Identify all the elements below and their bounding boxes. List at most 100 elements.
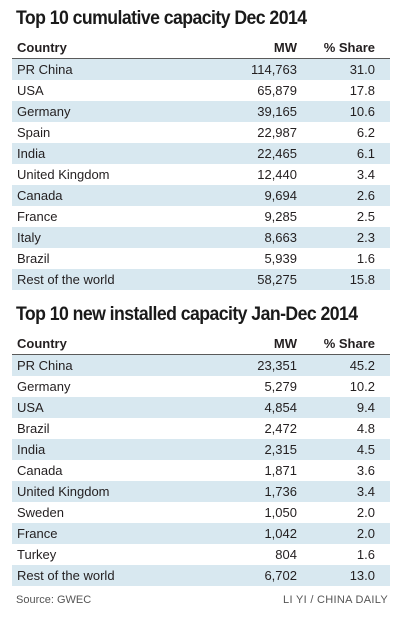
cell-country: India (17, 146, 46, 161)
cell-mw: 5,939 (264, 251, 297, 266)
column-header-share: % Share (323, 335, 375, 351)
table-row: Rest of the world 6,702 13.0 (12, 565, 390, 586)
table-row: United Kingdom 12,440 3.4 (12, 164, 390, 185)
table-row: France 9,285 2.5 (12, 206, 390, 227)
cell-share: 1.6 (356, 547, 375, 562)
cell-country: India (17, 442, 46, 457)
cell-country: France (17, 209, 58, 224)
table-row: India 22,465 6.1 (12, 143, 390, 164)
cell-share: 9.4 (356, 400, 375, 415)
column-header-country: Country (17, 39, 67, 55)
cell-mw: 65,879 (257, 83, 297, 98)
cell-mw: 9,285 (264, 209, 297, 224)
table-row: United Kingdom 1,736 3.4 (12, 481, 390, 502)
cell-country: Sweden (17, 505, 64, 520)
table-title-new-installed: Top 10 new installed capacity Jan-Dec 20… (16, 304, 358, 325)
cell-share: 4.8 (356, 421, 375, 436)
table-row: Italy 8,663 2.3 (12, 227, 390, 248)
table-row: Sweden 1,050 2.0 (12, 502, 390, 523)
cell-country: Germany (17, 379, 71, 394)
table-row: Spain 22,987 6.2 (12, 122, 390, 143)
table-row: Canada 9,694 2.6 (12, 185, 390, 206)
table-row: USA 65,879 17.8 (12, 80, 390, 101)
column-header-share: % Share (323, 39, 375, 55)
cell-country: Rest of the world (17, 568, 115, 583)
cell-mw: 5,279 (264, 379, 297, 394)
cell-mw: 22,465 (257, 146, 297, 161)
table-row: USA 4,854 9.4 (12, 397, 390, 418)
cell-share: 17.8 (349, 83, 375, 98)
table-new-installed-capacity: Country MW % Share PR China 23,351 45.2 Ger… (12, 332, 390, 586)
cell-country: USA (17, 83, 44, 98)
cell-share: 2.6 (356, 188, 375, 203)
footer: Source: GWEC LI YI / CHINA DAILY (16, 594, 388, 606)
cell-share: 45.2 (349, 358, 375, 373)
table-header-row: Country MW % Share (12, 332, 390, 355)
cell-mw: 9,694 (264, 188, 297, 203)
cell-country: PR China (17, 62, 73, 77)
column-header-mw: MW (273, 39, 297, 55)
table-row: Turkey 804 1.6 (12, 544, 390, 565)
cell-share: 10.6 (349, 104, 375, 119)
cell-share: 2.5 (356, 209, 375, 224)
table-header-row: Country MW % Share (12, 36, 390, 59)
cell-mw: 1,871 (264, 463, 297, 478)
table-cumulative-capacity: Country MW % Share PR China 114,763 31.0 US… (12, 36, 390, 290)
column-header-country: Country (17, 335, 67, 351)
table-row: PR China 114,763 31.0 (12, 59, 390, 80)
cell-country: France (17, 526, 58, 541)
cell-country: Rest of the world (17, 272, 115, 287)
cell-share: 6.2 (356, 125, 375, 140)
cell-mw: 12,440 (257, 167, 297, 182)
cell-mw: 39,165 (257, 104, 297, 119)
cell-country: Canada (17, 463, 63, 478)
cell-mw: 1,050 (264, 505, 297, 520)
cell-share: 2.0 (356, 505, 375, 520)
table-title-cumulative: Top 10 cumulative capacity Dec 2014 (16, 8, 307, 29)
cell-country: Italy (17, 230, 41, 245)
column-header-mw: MW (273, 335, 297, 351)
cell-mw: 58,275 (257, 272, 297, 287)
cell-mw: 8,663 (264, 230, 297, 245)
table-row: France 1,042 2.0 (12, 523, 390, 544)
cell-mw: 804 (275, 547, 297, 562)
cell-share: 13.0 (349, 568, 375, 583)
cell-share: 3.4 (356, 484, 375, 499)
cell-mw: 1,736 (264, 484, 297, 499)
cell-country: Brazil (17, 421, 50, 436)
cell-country: Spain (17, 125, 51, 140)
cell-share: 10.2 (349, 379, 375, 394)
cell-mw: 22,987 (257, 125, 297, 140)
cell-share: 31.0 (349, 62, 375, 77)
cell-mw: 114,763 (250, 62, 297, 77)
cell-country: United Kingdom (17, 484, 110, 499)
table-row: Brazil 2,472 4.8 (12, 418, 390, 439)
table-row: Germany 5,279 10.2 (12, 376, 390, 397)
table-row: PR China 23,351 45.2 (12, 355, 390, 376)
table-row: Canada 1,871 3.6 (12, 460, 390, 481)
cell-mw: 2,472 (264, 421, 297, 436)
cell-country: Turkey (17, 547, 57, 562)
cell-country: PR China (17, 358, 73, 373)
cell-country: United Kingdom (17, 167, 110, 182)
cell-country: Germany (17, 104, 71, 119)
cell-share: 1.6 (356, 251, 375, 266)
table-row: Rest of the world 58,275 15.8 (12, 269, 390, 290)
cell-mw: 2,315 (264, 442, 297, 457)
cell-share: 3.6 (356, 463, 375, 478)
table-row: Germany 39,165 10.6 (12, 101, 390, 122)
cell-share: 2.0 (356, 526, 375, 541)
cell-mw: 6,702 (264, 568, 297, 583)
cell-share: 2.3 (356, 230, 375, 245)
table-row: India 2,315 4.5 (12, 439, 390, 460)
cell-country: Canada (17, 188, 63, 203)
cell-share: 3.4 (356, 167, 375, 182)
cell-mw: 23,351 (257, 358, 297, 373)
cell-share: 4.5 (356, 442, 375, 457)
cell-share: 6.1 (356, 146, 375, 161)
credit-line: LI YI / CHINA DAILY (283, 594, 388, 606)
cell-share: 15.8 (349, 272, 375, 287)
cell-country: Brazil (17, 251, 50, 266)
source-note: Source: GWEC (16, 594, 92, 606)
